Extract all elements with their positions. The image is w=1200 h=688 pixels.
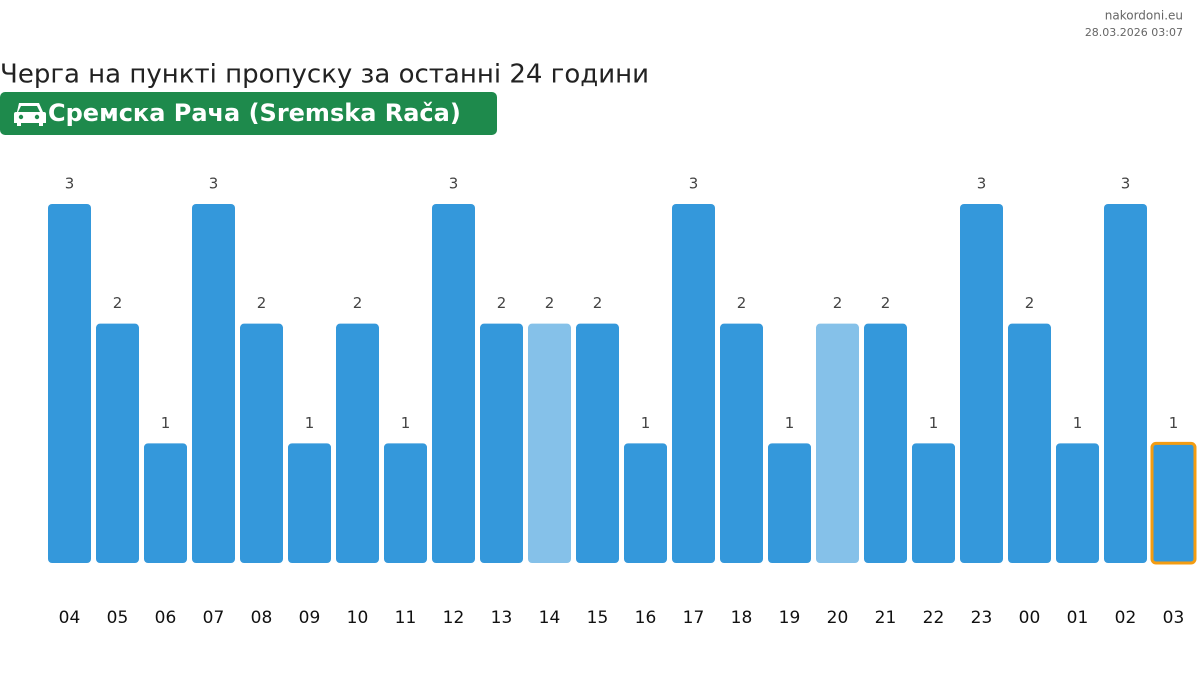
bar bbox=[576, 323, 619, 563]
value-label: 3 bbox=[689, 175, 699, 193]
bar bbox=[1008, 323, 1051, 563]
bar bbox=[432, 204, 475, 563]
value-label: 2 bbox=[545, 294, 555, 312]
chart-subtitle: Сремска Рача (Sremska Rača) bbox=[48, 99, 461, 127]
value-label: 2 bbox=[593, 294, 603, 312]
timestamp: 28.03.2026 03:07 bbox=[1085, 26, 1183, 39]
x-tick-label: 10 bbox=[347, 608, 369, 628]
value-label: 1 bbox=[641, 414, 651, 432]
x-tick-label: 20 bbox=[827, 608, 849, 628]
bar bbox=[816, 323, 859, 563]
value-label: 3 bbox=[209, 175, 219, 193]
x-tick-label: 03 bbox=[1163, 608, 1185, 628]
value-label: 1 bbox=[929, 414, 939, 432]
x-tick-label: 08 bbox=[251, 608, 273, 628]
x-tick-label: 02 bbox=[1115, 608, 1137, 628]
value-label: 2 bbox=[113, 294, 123, 312]
car-icon bbox=[14, 103, 46, 126]
bar bbox=[144, 443, 187, 563]
bar bbox=[480, 323, 523, 563]
value-label: 1 bbox=[785, 414, 795, 432]
chart-title: Черга на пункті пропуску за останні 24 г… bbox=[0, 60, 649, 90]
bar bbox=[720, 323, 763, 563]
bar bbox=[384, 443, 427, 563]
x-tick-label: 12 bbox=[443, 608, 465, 628]
value-label: 1 bbox=[1169, 414, 1179, 432]
value-label: 2 bbox=[737, 294, 747, 312]
source: nakordoni.eu bbox=[1105, 9, 1183, 23]
bar bbox=[1150, 441, 1197, 565]
bar bbox=[240, 323, 283, 563]
value-label: 3 bbox=[977, 175, 987, 193]
x-tick-label: 00 bbox=[1019, 608, 1041, 628]
bar bbox=[1104, 204, 1147, 563]
bar bbox=[192, 204, 235, 563]
x-tick-label: 01 bbox=[1067, 608, 1089, 628]
value-label: 1 bbox=[161, 414, 171, 432]
x-tick-label: 07 bbox=[203, 608, 225, 628]
x-tick-label: 09 bbox=[299, 608, 321, 628]
x-tick-label: 15 bbox=[587, 608, 609, 628]
value-label: 3 bbox=[449, 175, 459, 193]
x-tick-label: 13 bbox=[491, 608, 513, 628]
value-label: 1 bbox=[401, 414, 411, 432]
x-tick-label: 17 bbox=[683, 608, 705, 628]
value-label: 3 bbox=[65, 175, 75, 193]
x-tick-label: 04 bbox=[59, 608, 81, 628]
bar bbox=[96, 323, 139, 563]
x-tick-label: 11 bbox=[395, 608, 417, 628]
bar bbox=[960, 204, 1003, 563]
bar bbox=[624, 443, 667, 563]
x-tick-label: 18 bbox=[731, 608, 753, 628]
bar bbox=[288, 443, 331, 563]
x-tick-label: 22 bbox=[923, 608, 945, 628]
bar bbox=[528, 323, 571, 563]
value-label: 2 bbox=[257, 294, 267, 312]
bar bbox=[864, 323, 907, 563]
value-label: 2 bbox=[497, 294, 507, 312]
x-tick-label: 23 bbox=[971, 608, 993, 628]
x-tick-label: 19 bbox=[779, 608, 801, 628]
bar bbox=[48, 204, 91, 563]
value-label: 2 bbox=[1025, 294, 1035, 312]
x-tick-label: 16 bbox=[635, 608, 657, 628]
value-label: 2 bbox=[353, 294, 363, 312]
x-tick-label: 06 bbox=[155, 608, 177, 628]
value-label: 2 bbox=[833, 294, 843, 312]
bar bbox=[768, 443, 811, 563]
value-label: 1 bbox=[305, 414, 315, 432]
x-tick-label: 05 bbox=[107, 608, 129, 628]
x-tick-label: 14 bbox=[539, 608, 561, 628]
badge bbox=[0, 92, 497, 135]
value-label: 2 bbox=[881, 294, 891, 312]
x-tick-label: 21 bbox=[875, 608, 897, 628]
value-label: 1 bbox=[1073, 414, 1083, 432]
value-label: 3 bbox=[1121, 175, 1131, 193]
bar bbox=[912, 443, 955, 563]
bar bbox=[672, 204, 715, 563]
bar bbox=[1056, 443, 1099, 563]
bar bbox=[336, 323, 379, 563]
